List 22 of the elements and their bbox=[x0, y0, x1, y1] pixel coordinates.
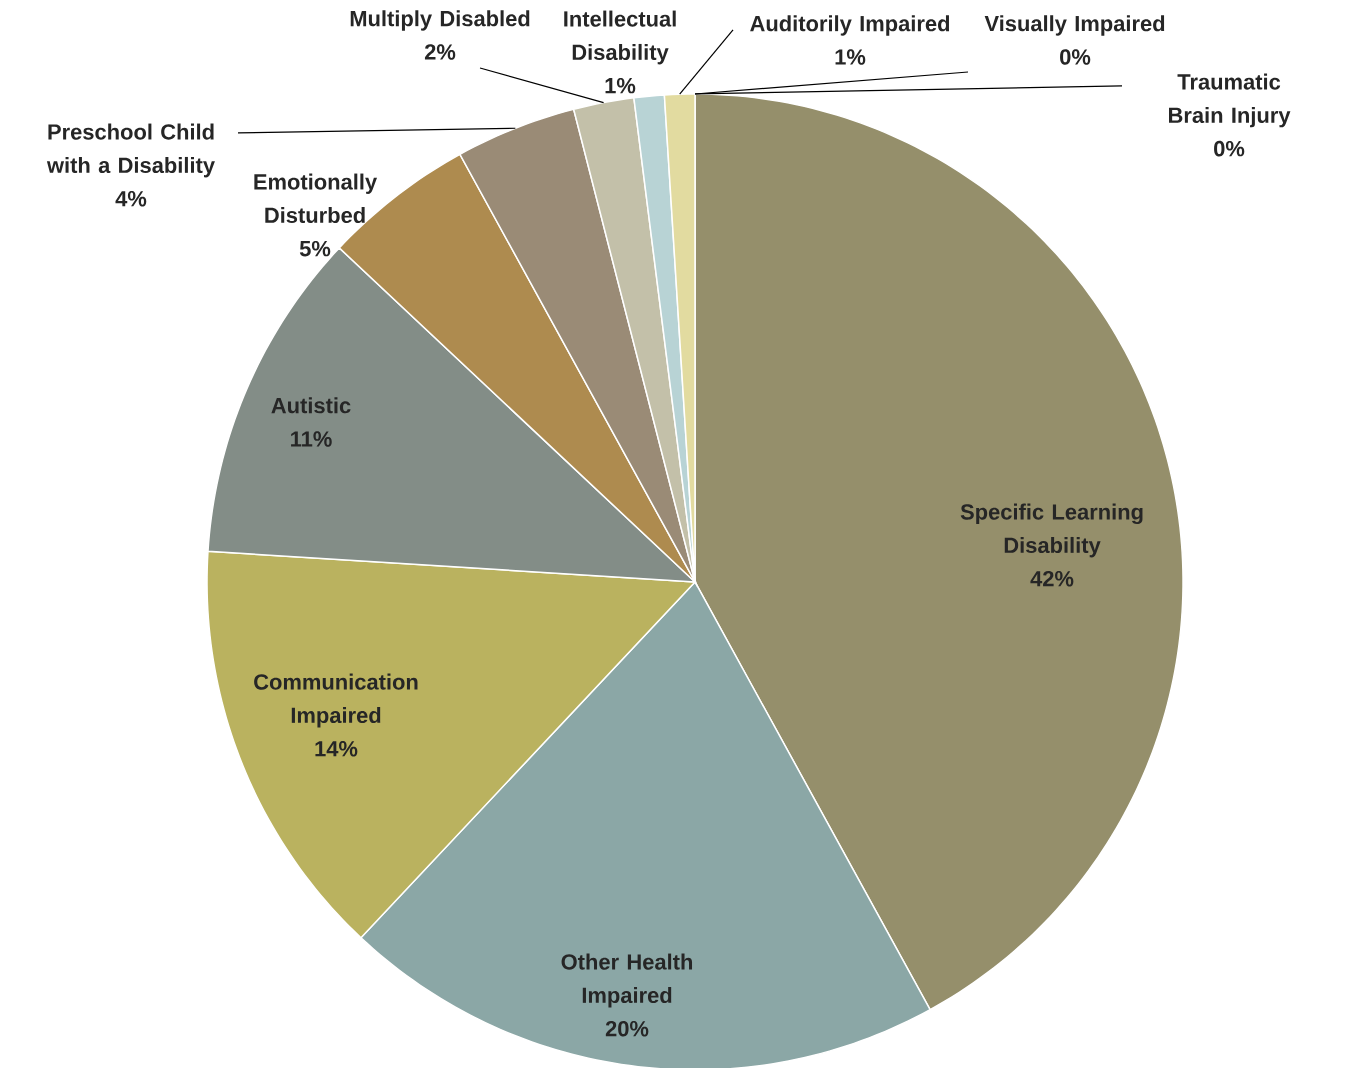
slice-label: Preschool Child with a Disability bbox=[46, 123, 215, 178]
slice-label: Intellectual Disability bbox=[564, 10, 676, 65]
data-label: 11% bbox=[291, 431, 332, 447]
slice-label: Other Health Impaired bbox=[561, 953, 693, 1008]
data-label: 1% bbox=[835, 49, 866, 65]
data-label: 14% bbox=[315, 740, 358, 757]
slice-label: Communication Impaired bbox=[254, 673, 418, 728]
slice-label: Specific Learning Disability bbox=[960, 503, 1143, 558]
data-label: 42% bbox=[1030, 570, 1074, 587]
slice-label: Auditorily Impaired bbox=[750, 15, 950, 36]
data-label: 5% bbox=[299, 240, 331, 257]
text: 0% bbox=[1060, 49, 1091, 65]
data-label: 1% bbox=[605, 77, 636, 94]
slice-label: Emotionally Disturbed bbox=[254, 173, 378, 224]
slice-label: Autistic bbox=[271, 397, 351, 414]
category-label: Traumatic Brain Injury bbox=[1169, 73, 1291, 128]
data-label: 20% bbox=[605, 1020, 649, 1037]
text: 0% bbox=[1214, 140, 1245, 157]
slice-label: Multiply Disabled bbox=[350, 10, 530, 31]
data-label: 2% bbox=[424, 44, 456, 60]
category-label: Visually Impaired bbox=[984, 15, 1165, 36]
data-label: 4% bbox=[115, 190, 147, 207]
